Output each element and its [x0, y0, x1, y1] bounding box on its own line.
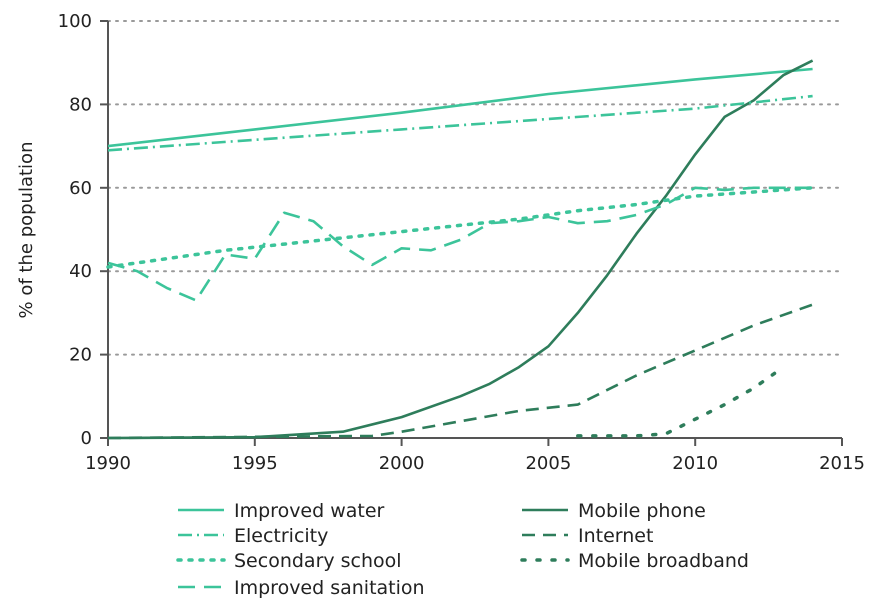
- series-line-electricity: [107, 94, 813, 152]
- legend-label: Electricity: [234, 525, 328, 547]
- legend-label: Secondary school: [234, 550, 402, 572]
- series-line-internet: [107, 303, 814, 440]
- legend-label: Internet: [578, 525, 653, 547]
- series-line-secondary-school: [106, 186, 815, 269]
- legend-label: Improved water: [234, 500, 385, 522]
- series-line-mobile-broadband: [576, 371, 777, 438]
- gridlines: [107, 20, 843, 356]
- axes: [107, 21, 842, 439]
- legend-label: Mobile broadband: [578, 550, 749, 572]
- series-line-improved-water: [107, 67, 813, 148]
- legend: Improved water Mobile phone Electricity Int…: [176, 500, 749, 599]
- legend-label: Improved sanitation: [234, 577, 425, 599]
- y-tick-label: 60: [69, 178, 92, 199]
- x-tick-label: 2000: [379, 453, 425, 474]
- y-tick-label: 40: [69, 261, 92, 282]
- axis-ticks: 0 20 40 60 80 100 1990 1995 2000 2005 2010 2015: [58, 11, 865, 474]
- y-axis-title: % of the population: [16, 142, 37, 319]
- x-tick-label: 1990: [85, 453, 131, 474]
- y-tick-label: 20: [69, 345, 92, 366]
- series-line-mobile-phone: [107, 59, 814, 440]
- x-tick-label: 1995: [232, 453, 278, 474]
- y-tick-label: 80: [69, 94, 92, 115]
- series: [106, 59, 815, 440]
- y-tick-label: 100: [58, 11, 92, 32]
- y-tick-label: 0: [81, 428, 92, 449]
- series-line-improved-sanitation: [107, 186, 813, 302]
- x-tick-label: 2005: [525, 453, 571, 474]
- legend-label: Mobile phone: [578, 500, 706, 522]
- x-tick-label: 2010: [672, 453, 718, 474]
- x-tick-label: 2015: [819, 453, 865, 474]
